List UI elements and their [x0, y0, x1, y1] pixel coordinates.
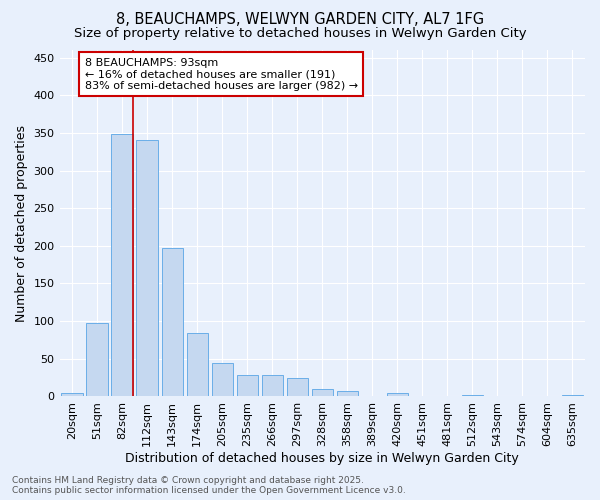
Bar [462, 395, 483, 396]
Y-axis label: Number of detached properties: Number of detached properties [15, 124, 28, 322]
Bar [212, 362, 233, 396]
Bar [187, 333, 208, 396]
Bar [287, 378, 308, 396]
Bar [112, 134, 133, 396]
Bar [236, 376, 258, 396]
Bar [262, 376, 283, 396]
Bar [337, 391, 358, 396]
X-axis label: Distribution of detached houses by size in Welwyn Garden City: Distribution of detached houses by size … [125, 452, 519, 465]
Bar [136, 140, 158, 396]
Bar [311, 389, 333, 396]
Bar [86, 322, 108, 396]
Text: 8 BEAUCHAMPS: 93sqm
← 16% of detached houses are smaller (191)
83% of semi-detac: 8 BEAUCHAMPS: 93sqm ← 16% of detached ho… [85, 58, 358, 90]
Bar [61, 392, 83, 396]
Bar [387, 392, 408, 396]
Text: Contains HM Land Registry data © Crown copyright and database right 2025.
Contai: Contains HM Land Registry data © Crown c… [12, 476, 406, 495]
Text: Size of property relative to detached houses in Welwyn Garden City: Size of property relative to detached ho… [74, 28, 526, 40]
Bar [562, 395, 583, 396]
Text: 8, BEAUCHAMPS, WELWYN GARDEN CITY, AL7 1FG: 8, BEAUCHAMPS, WELWYN GARDEN CITY, AL7 1… [116, 12, 484, 28]
Bar [161, 248, 183, 396]
